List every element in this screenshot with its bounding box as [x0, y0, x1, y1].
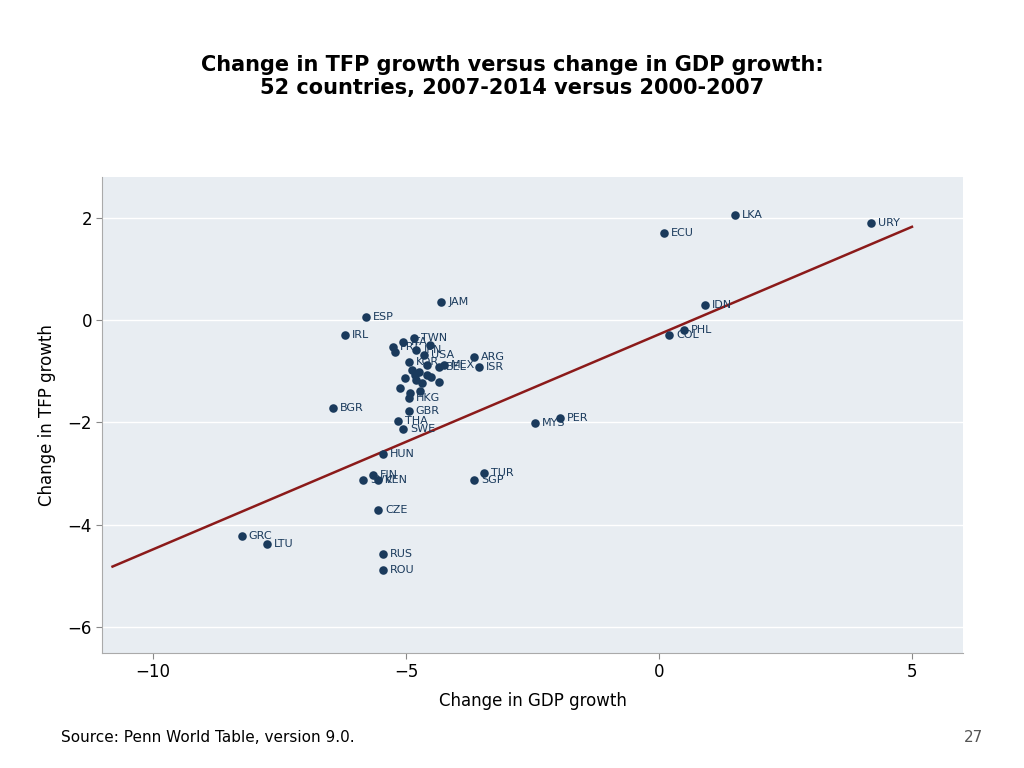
- Point: [422, 339, 438, 351]
- Text: HUN: HUN: [390, 449, 415, 459]
- Point: [395, 336, 412, 348]
- Text: MEX: MEX: [451, 360, 475, 370]
- Text: COL: COL: [676, 330, 698, 340]
- Point: [375, 564, 391, 576]
- Text: PRT: PRT: [400, 342, 421, 352]
- Point: [407, 369, 423, 382]
- Point: [471, 361, 487, 373]
- Text: SGP: SGP: [481, 475, 504, 485]
- Text: RUS: RUS: [390, 549, 413, 560]
- Text: TUR: TUR: [492, 468, 514, 478]
- Point: [385, 340, 401, 353]
- Point: [727, 209, 743, 221]
- Text: SVK: SVK: [370, 475, 392, 485]
- Point: [403, 364, 420, 376]
- Point: [233, 530, 250, 542]
- Point: [419, 369, 435, 382]
- Point: [365, 468, 381, 481]
- Point: [676, 324, 692, 336]
- Point: [396, 372, 413, 384]
- Text: TWN: TWN: [421, 333, 446, 343]
- Text: LKA: LKA: [741, 210, 763, 220]
- Text: IDN: IDN: [712, 300, 731, 310]
- Point: [259, 538, 275, 551]
- Point: [412, 385, 428, 397]
- Point: [370, 505, 386, 517]
- Text: PER: PER: [567, 413, 589, 423]
- Text: LTU: LTU: [273, 539, 294, 549]
- Text: ARG: ARG: [481, 352, 505, 362]
- X-axis label: Change in GDP growth: Change in GDP growth: [438, 692, 627, 710]
- Point: [436, 359, 453, 371]
- Point: [408, 374, 424, 386]
- Text: CZE: CZE: [385, 505, 408, 515]
- Point: [414, 377, 430, 389]
- Text: ESP: ESP: [373, 313, 393, 323]
- Text: VEN: VEN: [385, 475, 409, 485]
- Text: URY: URY: [879, 217, 900, 228]
- Point: [433, 296, 450, 308]
- Point: [660, 329, 677, 342]
- Point: [526, 417, 543, 429]
- Point: [655, 227, 672, 239]
- Point: [476, 466, 493, 478]
- Text: PHL: PHL: [691, 325, 713, 336]
- Text: HKG: HKG: [416, 392, 439, 403]
- Text: BGR: BGR: [340, 403, 364, 413]
- Text: THA: THA: [406, 416, 428, 426]
- Text: USA: USA: [431, 349, 454, 360]
- Text: IRL: IRL: [352, 330, 370, 340]
- Point: [423, 371, 439, 383]
- Text: GBR: GBR: [416, 406, 439, 416]
- Text: FIN: FIN: [380, 469, 398, 480]
- Point: [431, 361, 447, 373]
- Point: [400, 392, 417, 404]
- Text: JPN: JPN: [423, 345, 441, 355]
- Point: [375, 448, 391, 460]
- Text: SWE: SWE: [411, 423, 435, 434]
- Text: ITA: ITA: [411, 336, 427, 346]
- Point: [408, 343, 424, 356]
- Point: [357, 311, 374, 323]
- Point: [370, 474, 386, 486]
- Text: JAM: JAM: [449, 297, 469, 307]
- Point: [406, 332, 422, 344]
- Point: [466, 474, 482, 486]
- Point: [466, 351, 482, 363]
- Point: [390, 415, 407, 428]
- Text: ROU: ROU: [390, 564, 415, 575]
- Text: GRC: GRC: [249, 531, 272, 541]
- Point: [354, 474, 371, 486]
- Text: Change in TFP growth versus change in GDP growth:
52 countries, 2007-2014 versus: Change in TFP growth versus change in GD…: [201, 55, 823, 98]
- Point: [387, 346, 403, 358]
- Point: [325, 402, 341, 414]
- Point: [375, 548, 391, 561]
- Y-axis label: Change in TFP growth: Change in TFP growth: [38, 324, 56, 505]
- Point: [863, 217, 880, 229]
- Text: ECU: ECU: [671, 228, 694, 238]
- Point: [419, 359, 435, 371]
- Point: [411, 366, 427, 379]
- Point: [416, 349, 432, 361]
- Point: [395, 422, 412, 435]
- Point: [400, 356, 417, 368]
- Text: MYS: MYS: [542, 419, 565, 429]
- Text: Source: Penn World Table, version 9.0.: Source: Penn World Table, version 9.0.: [61, 730, 355, 745]
- Point: [400, 405, 417, 417]
- Point: [401, 386, 418, 399]
- Text: KOR: KOR: [416, 357, 438, 367]
- Point: [392, 382, 409, 394]
- Point: [431, 376, 447, 389]
- Point: [552, 412, 568, 425]
- Point: [337, 329, 353, 342]
- Text: BEL: BEL: [445, 362, 467, 372]
- Point: [696, 299, 713, 311]
- Text: 27: 27: [964, 730, 983, 745]
- Text: ISR: ISR: [486, 362, 505, 372]
